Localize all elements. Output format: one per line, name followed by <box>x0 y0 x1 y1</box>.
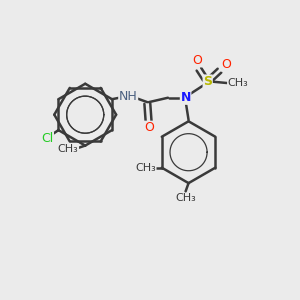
Text: S: S <box>203 75 212 88</box>
Text: CH₃: CH₃ <box>135 163 156 173</box>
Text: O: O <box>192 54 202 67</box>
Text: CH₃: CH₃ <box>175 194 196 203</box>
Text: O: O <box>221 58 231 71</box>
Text: N: N <box>180 91 191 104</box>
Text: NH: NH <box>119 90 138 103</box>
Text: CH₃: CH₃ <box>228 78 248 88</box>
Text: Cl: Cl <box>41 132 53 145</box>
Text: CH₃: CH₃ <box>58 144 79 154</box>
Text: O: O <box>144 121 154 134</box>
